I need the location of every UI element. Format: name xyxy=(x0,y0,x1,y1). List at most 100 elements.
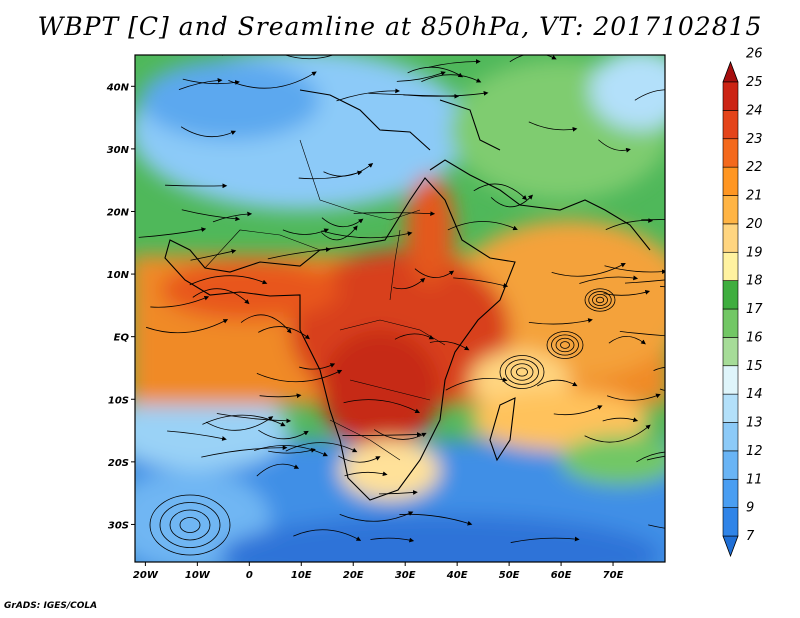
colorbar-label: 26 xyxy=(746,47,763,62)
streamline xyxy=(336,88,401,102)
lat-tick-label: 20S xyxy=(108,458,129,469)
vortex-streamline xyxy=(592,293,608,307)
colorbar-label: 14 xyxy=(746,387,763,402)
vortex-streamline xyxy=(510,363,534,381)
colorbar-swatch xyxy=(722,251,739,281)
colorbar-swatch xyxy=(722,138,739,168)
streamline xyxy=(202,414,286,427)
lon-tick-label: 20E xyxy=(343,570,364,581)
streamline xyxy=(285,55,335,60)
colorbar-swatch xyxy=(722,308,739,338)
vortex-streamline xyxy=(169,509,211,541)
streamline xyxy=(604,265,665,275)
streamline xyxy=(321,225,358,241)
colorbar-swatch xyxy=(722,478,739,508)
colorbar-label: 13 xyxy=(746,416,763,431)
streamline xyxy=(201,445,288,458)
streamline xyxy=(624,279,665,284)
streamline xyxy=(343,399,420,413)
streamline xyxy=(579,275,639,284)
streamline xyxy=(528,121,578,132)
colorbar-swatch xyxy=(722,81,739,111)
streamline xyxy=(240,314,292,334)
colorbar-label: 12 xyxy=(746,444,763,459)
streamline xyxy=(429,340,470,351)
streamline xyxy=(268,448,316,454)
colorbar-label: 22 xyxy=(746,160,763,175)
streamline xyxy=(370,537,415,543)
streamline xyxy=(256,369,343,383)
streamline xyxy=(189,275,268,286)
streamline xyxy=(659,388,665,391)
lon-tick-label: 20W xyxy=(133,570,159,581)
lon-tick-label: 0 xyxy=(246,570,253,581)
colorbar-arrow-top xyxy=(722,60,739,83)
colorbar: 7 9 11 12 13 14 15 16 17 18 19 20 21 22 23 24 25 26 xyxy=(722,47,763,558)
streamline xyxy=(258,326,310,340)
streamline xyxy=(653,366,665,372)
streamline xyxy=(339,511,414,522)
streamline xyxy=(490,194,533,208)
streamline xyxy=(646,455,665,461)
vortex-streamline xyxy=(179,517,201,533)
streamline xyxy=(608,335,646,345)
lon-tick-label: 60E xyxy=(551,570,572,581)
streamline xyxy=(216,413,292,424)
streamline xyxy=(150,295,210,308)
streamline xyxy=(299,363,336,370)
streamline xyxy=(259,393,302,399)
streamline xyxy=(584,424,651,443)
colorbar-swatch xyxy=(722,223,739,253)
streamline xyxy=(205,416,274,431)
streamline xyxy=(510,536,580,543)
map-frame xyxy=(134,54,666,563)
vortex-streamline xyxy=(505,359,539,385)
lat-tick-label: 10S xyxy=(108,395,129,406)
colorbar-label: 25 xyxy=(746,75,763,90)
lon-tick-label: 50E xyxy=(499,570,520,581)
streamline xyxy=(165,183,228,189)
streamline xyxy=(551,262,626,277)
vortex-streamline xyxy=(584,288,616,312)
streamline xyxy=(293,529,362,541)
streamline xyxy=(453,277,509,288)
streamline xyxy=(379,490,418,495)
colorbar-label: 11 xyxy=(746,472,763,487)
country-borders xyxy=(204,139,446,461)
vortex-streamline xyxy=(551,334,579,356)
colorbar-label: 16 xyxy=(746,330,763,345)
streamline xyxy=(321,230,413,239)
vortex-streamline xyxy=(560,341,570,349)
streamline xyxy=(396,71,446,82)
streamline xyxy=(605,218,654,231)
streamline xyxy=(399,513,473,526)
colorbar-label: 15 xyxy=(746,359,763,374)
colorbar-label: 9 xyxy=(746,501,754,516)
streamline xyxy=(180,126,237,138)
streamline xyxy=(509,55,557,63)
colorbar-label: 24 xyxy=(746,103,763,118)
colorbar-label: 18 xyxy=(746,274,763,289)
colorbar-label: 20 xyxy=(746,217,763,232)
colorbar-swatch xyxy=(722,393,739,423)
streamline xyxy=(338,455,381,463)
colorbar-swatch xyxy=(722,422,739,452)
streamline xyxy=(254,445,328,457)
streamline xyxy=(473,183,528,201)
streamline xyxy=(342,432,422,437)
streamline xyxy=(634,89,665,101)
streamline xyxy=(258,429,309,440)
lon-tick-label: 30E xyxy=(395,570,416,581)
colorbar-swatch xyxy=(722,166,739,196)
streamline xyxy=(181,209,241,222)
footer-credit: GrADS: IGES/COLA xyxy=(4,601,98,611)
colorbar-label: 17 xyxy=(746,302,763,317)
streamline xyxy=(641,219,665,221)
streamline xyxy=(285,442,358,453)
streamline xyxy=(167,430,227,441)
colorbar-label: 23 xyxy=(746,132,763,147)
streamline xyxy=(407,66,464,78)
streamline xyxy=(636,451,665,463)
colorbar-swatch xyxy=(722,110,739,140)
lon-tick-label: 70E xyxy=(603,570,624,581)
